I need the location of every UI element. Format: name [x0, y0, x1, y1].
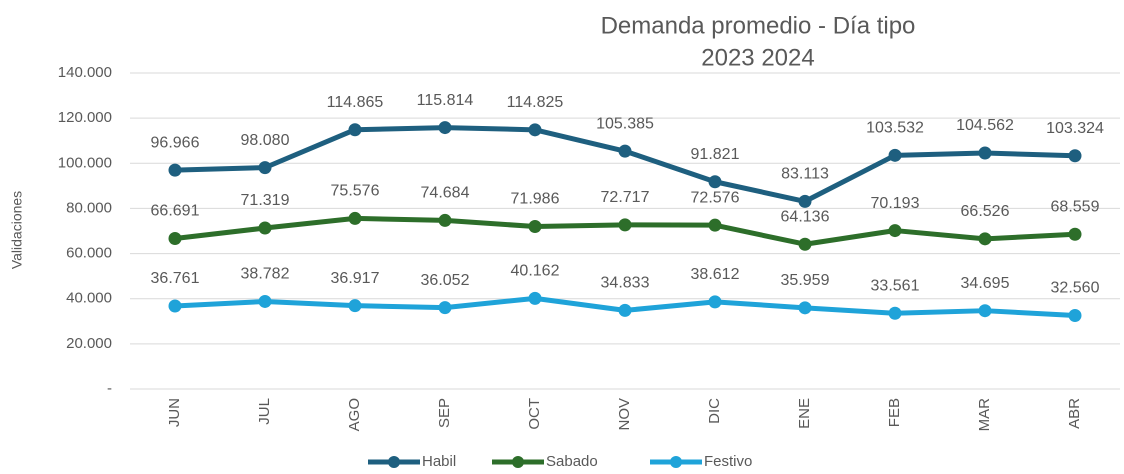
- data-label: 71.986: [511, 191, 560, 208]
- data-point: [798, 237, 812, 251]
- data-label: 105.385: [596, 115, 654, 132]
- data-point: [978, 232, 992, 246]
- data-label: 75.576: [331, 183, 380, 200]
- data-point: [708, 218, 722, 232]
- x-tick-label: MAR: [976, 398, 993, 432]
- data-label: 71.319: [241, 192, 290, 209]
- data-label: 38.612: [691, 266, 740, 283]
- data-label: 66.526: [961, 203, 1010, 220]
- data-point: [438, 213, 452, 227]
- y-tick-label: 140.000: [58, 64, 112, 81]
- legend-label: Festivo: [704, 453, 752, 470]
- x-tick-label: DIC: [706, 398, 723, 424]
- data-point: [798, 301, 812, 315]
- x-tick-label: FEB: [886, 398, 903, 427]
- data-point: [888, 224, 902, 238]
- data-point: [348, 123, 362, 137]
- data-point: [978, 304, 992, 318]
- x-tick-label: ENE: [796, 398, 813, 429]
- x-tick-label: SEP: [436, 398, 453, 428]
- y-tick-label: 40.000: [66, 290, 112, 307]
- data-point: [348, 211, 362, 225]
- data-point: [258, 221, 272, 235]
- data-label: 114.865: [327, 94, 384, 111]
- data-label: 32.560: [1051, 280, 1100, 297]
- data-label: 36.052: [421, 272, 470, 289]
- data-label: 66.691: [151, 203, 200, 220]
- data-point: [168, 299, 182, 313]
- data-point: [618, 303, 632, 317]
- y-tick-label: -: [107, 380, 112, 397]
- data-point: [798, 194, 812, 208]
- data-label: 104.562: [956, 117, 1014, 134]
- data-point: [258, 294, 272, 308]
- data-point: [168, 163, 182, 177]
- data-point: [258, 161, 272, 175]
- x-tick-label: JUL: [256, 398, 273, 425]
- data-point: [618, 218, 632, 232]
- data-point: [438, 121, 452, 135]
- data-label: 68.559: [1051, 198, 1100, 215]
- data-point: [708, 175, 722, 189]
- y-tick-label: 60.000: [66, 245, 112, 262]
- data-label: 36.761: [151, 270, 200, 287]
- x-tick-label: NOV: [616, 398, 633, 431]
- data-label: 34.833: [601, 275, 650, 292]
- data-label: 115.814: [417, 92, 474, 109]
- x-tick-label: JUN: [166, 398, 183, 427]
- data-point: [528, 123, 542, 137]
- data-label: 36.917: [331, 270, 380, 287]
- chart-subtitle: 2023 2024: [701, 44, 814, 71]
- data-label: 98.080: [241, 132, 290, 149]
- data-label: 72.576: [691, 189, 740, 206]
- data-label: 70.193: [871, 195, 920, 212]
- data-label: 34.695: [961, 275, 1010, 292]
- data-label: 91.821: [691, 146, 740, 163]
- data-point: [528, 220, 542, 234]
- data-point: [1068, 309, 1082, 323]
- data-label: 64.136: [781, 208, 830, 225]
- data-label: 72.717: [601, 189, 650, 206]
- data-label: 103.532: [866, 120, 924, 137]
- data-point: [978, 146, 992, 160]
- data-point: [888, 306, 902, 320]
- y-tick-label: 20.000: [66, 335, 112, 352]
- data-label: 74.684: [421, 185, 470, 202]
- data-point: [888, 148, 902, 162]
- data-label: 40.162: [511, 263, 560, 280]
- x-tick-label: OCT: [526, 398, 543, 430]
- data-label: 83.113: [781, 166, 829, 183]
- data-point: [1068, 149, 1082, 163]
- legend-marker: [388, 456, 400, 468]
- data-point: [528, 291, 542, 305]
- y-tick-label: 120.000: [58, 109, 112, 126]
- y-tick-label: 80.000: [66, 199, 112, 216]
- legend-label: Habil: [422, 453, 456, 470]
- data-label: 103.324: [1046, 120, 1104, 137]
- chart-title: Demanda promedio - Día tipo: [601, 12, 916, 39]
- data-label: 35.959: [781, 272, 830, 289]
- y-axis-label: Validaciones: [9, 191, 25, 269]
- legend-marker: [512, 456, 524, 468]
- y-tick-label: 100.000: [58, 154, 112, 171]
- legend-label: Sabado: [546, 453, 598, 470]
- data-point: [618, 144, 632, 158]
- data-point: [438, 301, 452, 315]
- data-point: [168, 231, 182, 245]
- legend-marker: [670, 456, 682, 468]
- data-point: [348, 299, 362, 313]
- data-label: 114.825: [507, 94, 564, 111]
- x-tick-label: ABR: [1066, 398, 1083, 429]
- data-point: [1068, 227, 1082, 241]
- x-tick-label: AGO: [346, 398, 363, 431]
- data-point: [708, 295, 722, 309]
- data-label: 38.782: [241, 266, 290, 283]
- data-label: 33.561: [871, 277, 920, 294]
- data-label: 96.966: [151, 134, 200, 151]
